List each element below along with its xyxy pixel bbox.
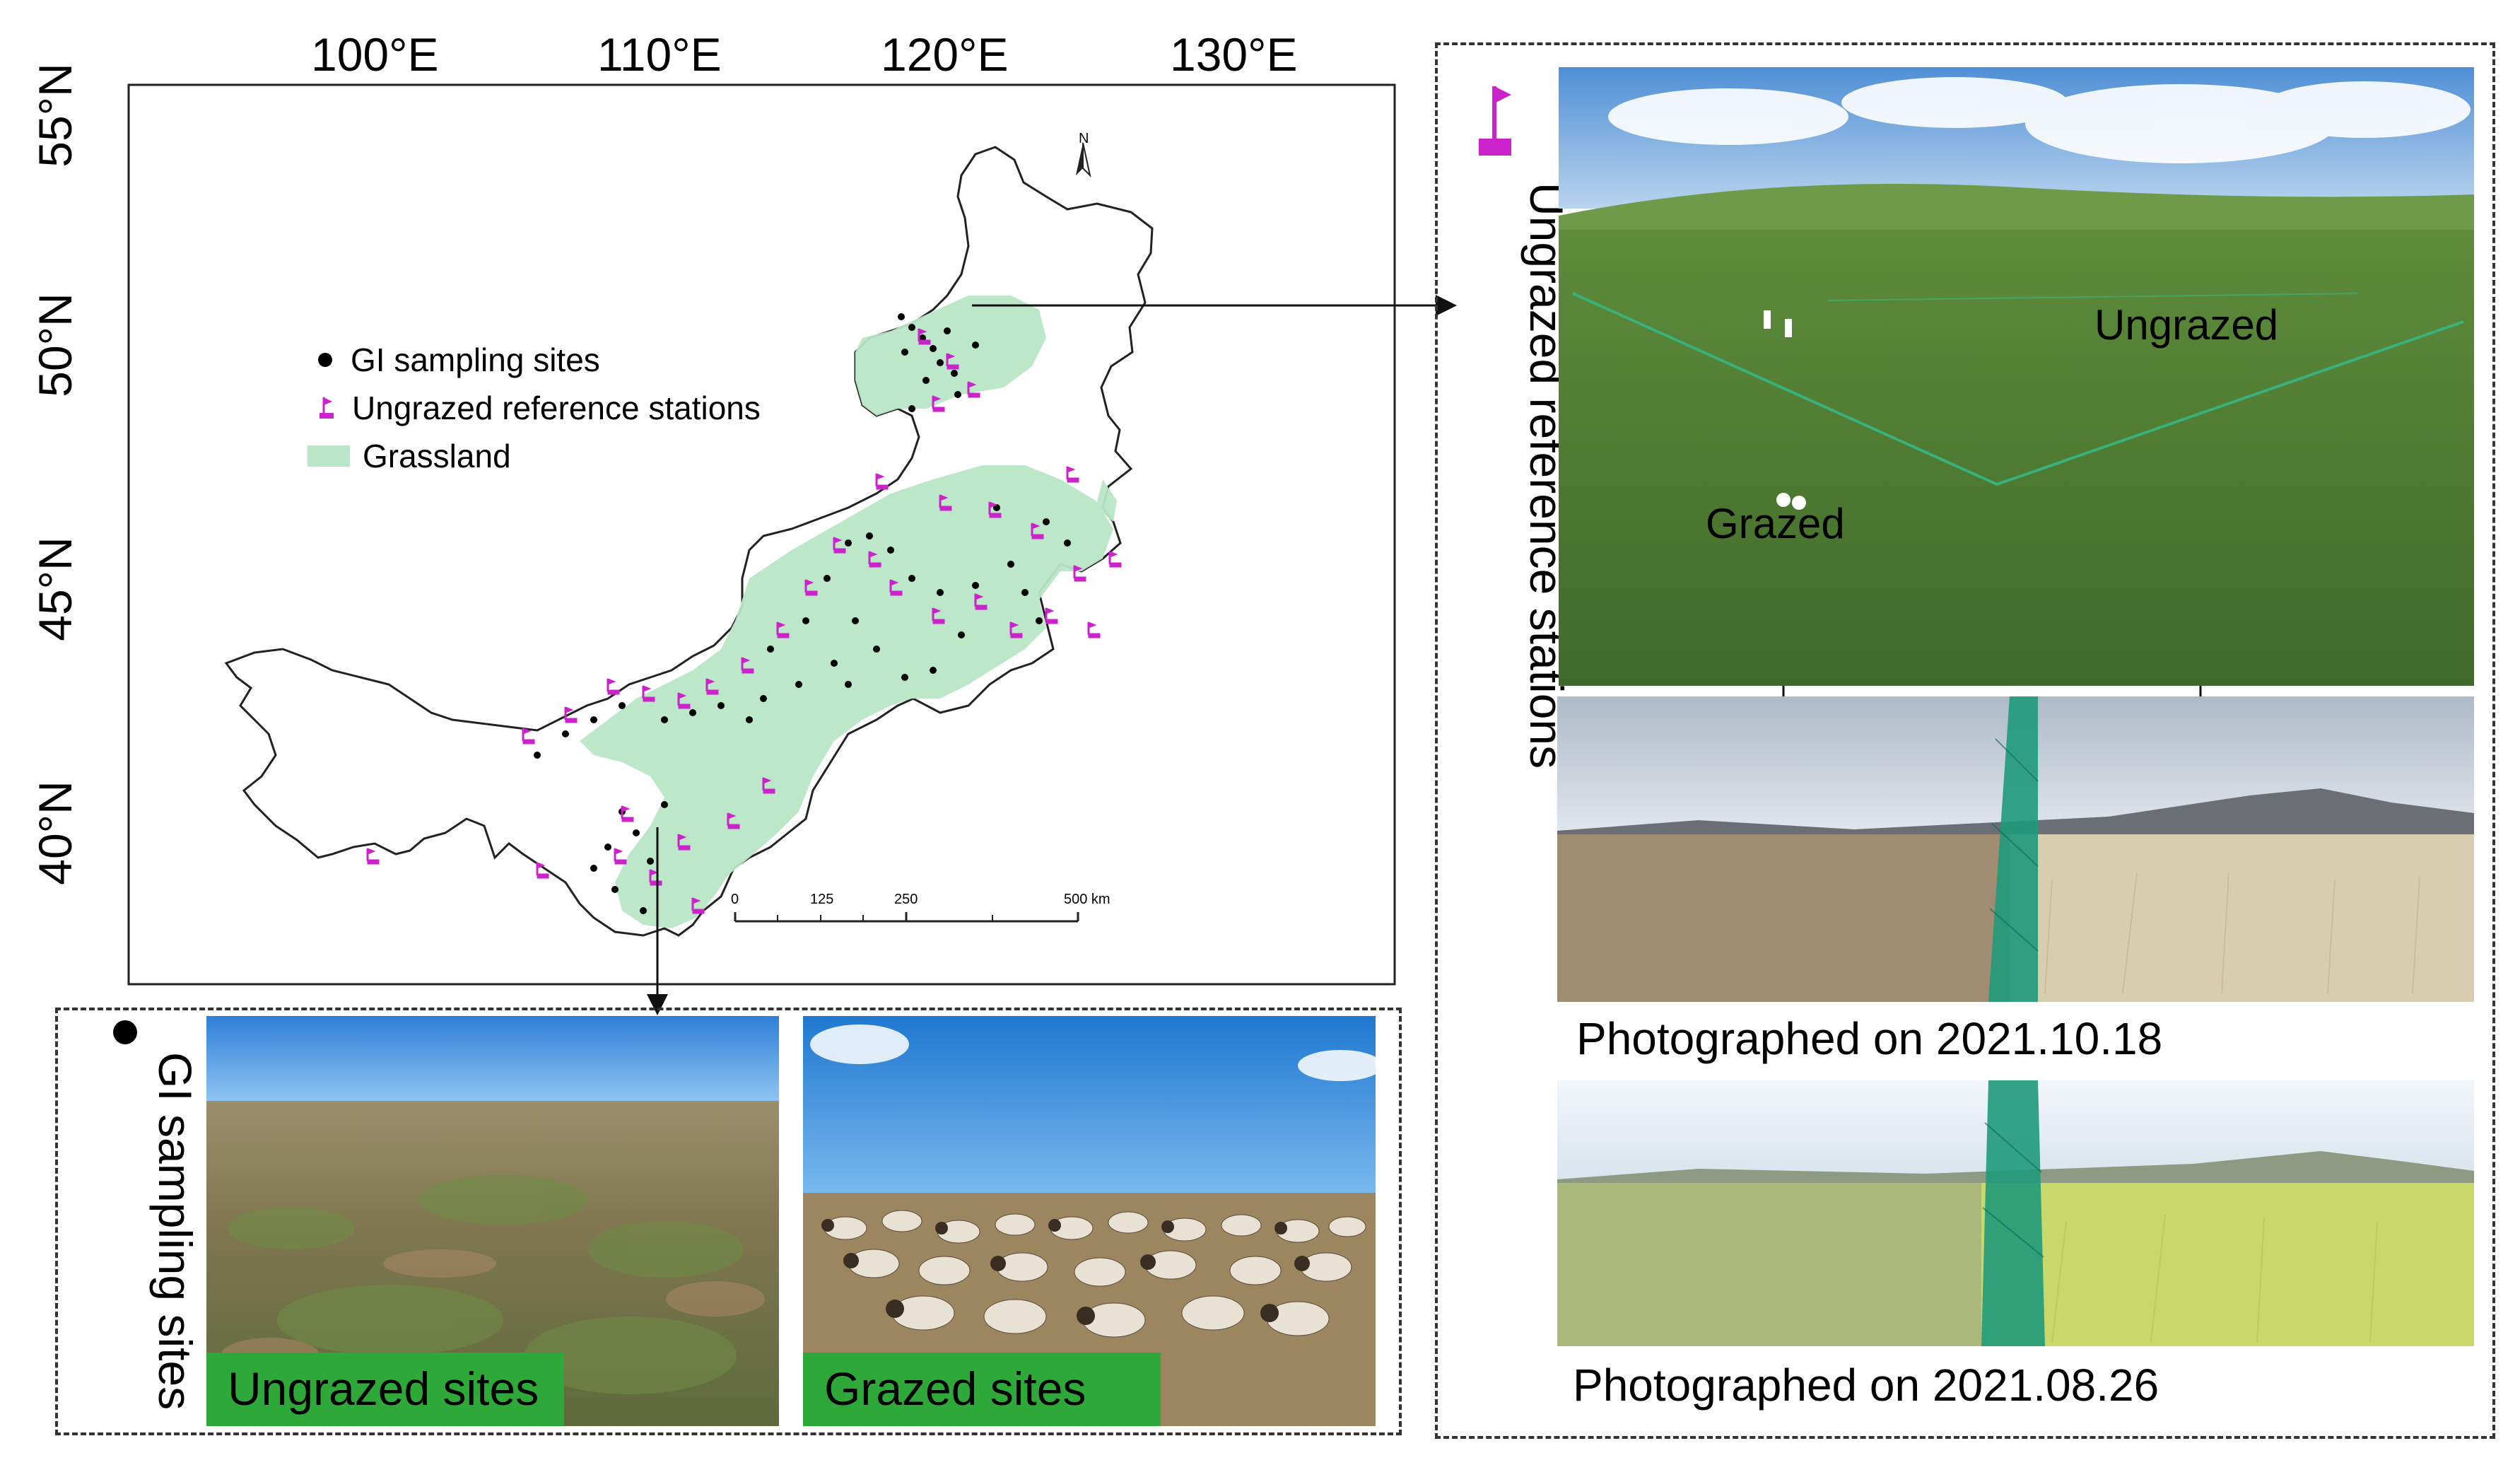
magenta-flag-icon (320, 397, 334, 419)
north-arrow-icon (1076, 142, 1091, 178)
legend-grassland: Grassland (307, 437, 511, 475)
legend-stations-label: Ungrazed reference stations (352, 390, 761, 426)
lon-label-100: 100°E (311, 28, 439, 81)
legend-grassland-label: Grassland (363, 438, 511, 474)
grassland-swatch (307, 445, 350, 467)
caption-august: Photographed on 2021.08.26 (1573, 1360, 2159, 1411)
aerial-station-photo (1559, 67, 2474, 686)
aerial-ungrazed-label: Ungrazed (2094, 301, 2279, 349)
north-label: N (1079, 131, 1089, 146)
grazed-sites-label: Grazed sites (803, 1353, 1161, 1426)
scale-tick-250: 250 (894, 892, 918, 907)
map-frame: N 0 125 250 500 km (127, 83, 1396, 986)
lon-label-120: 120°E (881, 28, 1009, 81)
gi-sampling-sites (534, 313, 1071, 914)
map-panel: 100°E 110°E 120°E 130°E 55°N 50°N 45°N 4… (0, 0, 1407, 990)
fence-photo-october (1557, 696, 2474, 1002)
scale-tick-500: 500 km (1064, 892, 1110, 907)
black-dot-icon (113, 1020, 137, 1044)
black-dot-icon (318, 353, 332, 367)
legend-sampling: GI sampling sites (318, 341, 600, 379)
caption-october: Photographed on 2021.10.18 (1576, 1013, 2163, 1064)
lon-label-110: 110°E (597, 28, 722, 81)
gi-sampling-panel (55, 1008, 1402, 1435)
scale-tick-0: 0 (731, 892, 739, 907)
legend-stations: Ungrazed reference stations (318, 389, 761, 427)
legend-sampling-label: GI sampling sites (351, 342, 600, 378)
ungrazed-stations (366, 328, 1122, 914)
aerial-grazed-label: Grazed (1706, 500, 1845, 547)
scale-tick-125: 125 (810, 892, 833, 907)
station-panel (1435, 42, 2495, 1439)
fence-photo-august (1557, 1080, 2474, 1346)
ungrazed-sites-label: Ungrazed sites (206, 1353, 564, 1426)
magenta-flag-icon (1479, 86, 1511, 156)
gi-panel-title: GI sampling sites (149, 1052, 201, 1411)
lon-label-130: 130°E (1170, 28, 1298, 81)
scale-bar (734, 912, 1079, 923)
grazed-sites-photo (803, 1016, 1376, 1426)
ungrazed-sites-photo (206, 1016, 779, 1426)
